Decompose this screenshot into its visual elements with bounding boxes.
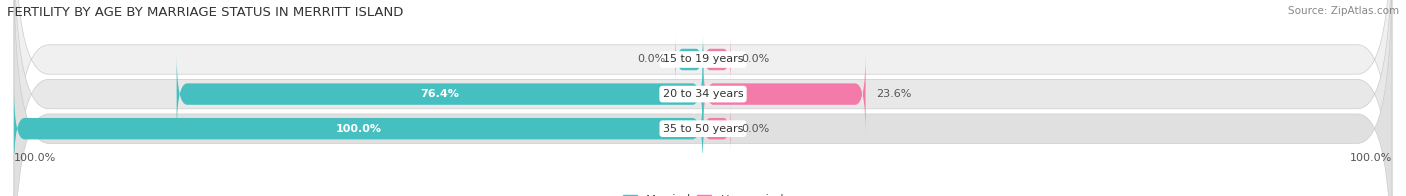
Text: 100.0%: 100.0%: [1350, 153, 1392, 163]
Text: 0.0%: 0.0%: [741, 54, 769, 64]
Text: 0.0%: 0.0%: [741, 124, 769, 134]
FancyBboxPatch shape: [14, 0, 1392, 196]
FancyBboxPatch shape: [14, 87, 703, 170]
FancyBboxPatch shape: [703, 53, 866, 135]
Text: 100.0%: 100.0%: [336, 124, 381, 134]
FancyBboxPatch shape: [14, 0, 1392, 196]
FancyBboxPatch shape: [14, 0, 1392, 196]
Text: 0.0%: 0.0%: [637, 54, 665, 64]
Text: 20 to 34 years: 20 to 34 years: [662, 89, 744, 99]
Legend: Married, Unmarried: Married, Unmarried: [617, 189, 789, 196]
Text: 76.4%: 76.4%: [420, 89, 460, 99]
FancyBboxPatch shape: [703, 36, 731, 83]
Text: 35 to 50 years: 35 to 50 years: [662, 124, 744, 134]
Text: FERTILITY BY AGE BY MARRIAGE STATUS IN MERRITT ISLAND: FERTILITY BY AGE BY MARRIAGE STATUS IN M…: [7, 6, 404, 19]
FancyBboxPatch shape: [703, 105, 731, 152]
Text: 100.0%: 100.0%: [14, 153, 56, 163]
FancyBboxPatch shape: [675, 36, 703, 83]
Text: Source: ZipAtlas.com: Source: ZipAtlas.com: [1288, 6, 1399, 16]
Text: 15 to 19 years: 15 to 19 years: [662, 54, 744, 64]
Text: 23.6%: 23.6%: [876, 89, 911, 99]
FancyBboxPatch shape: [177, 53, 703, 135]
